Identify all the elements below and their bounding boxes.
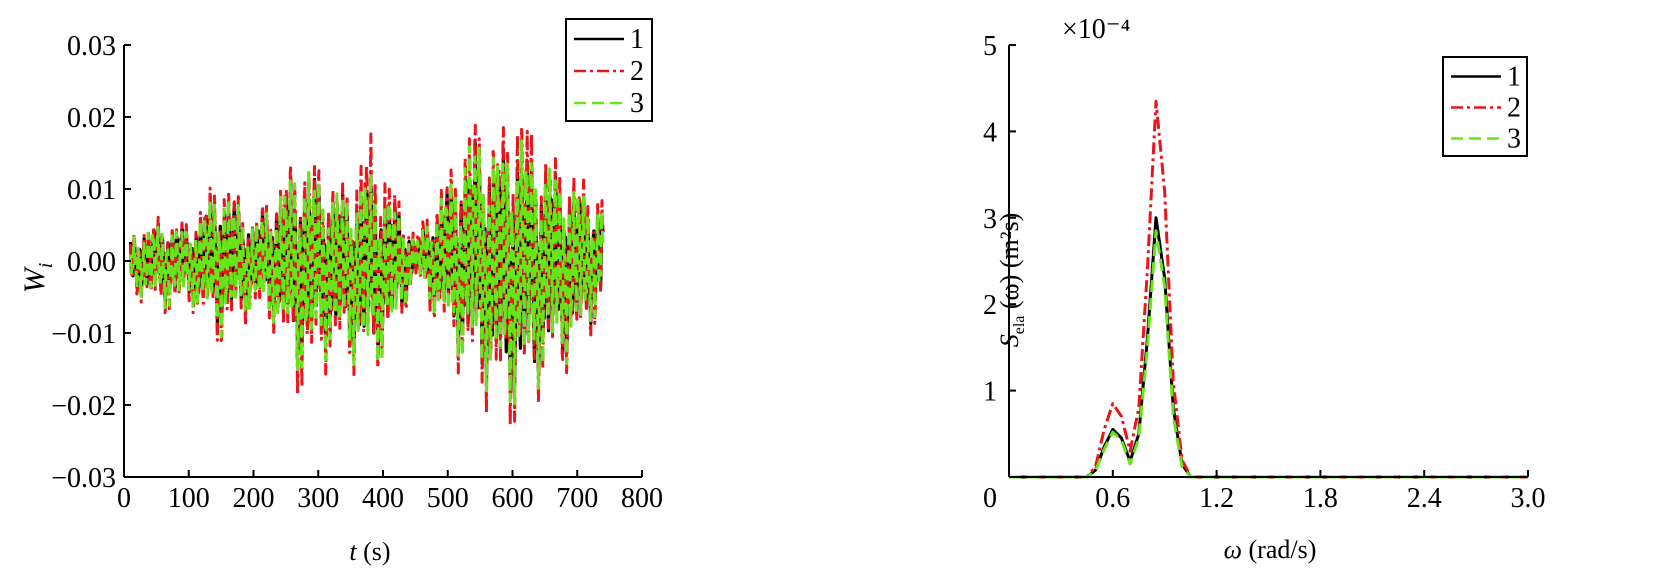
y-axis-label: Sela (ω) (m²s) bbox=[995, 213, 1028, 348]
x-tick-label: 2.4 bbox=[1407, 483, 1442, 514]
x-tick-label: 500 bbox=[427, 483, 469, 514]
legend-label-2: 2 bbox=[630, 56, 644, 87]
x-tick-label: 200 bbox=[233, 483, 275, 514]
x-tick-label: 0 bbox=[117, 483, 131, 514]
y-axis-label: Wi bbox=[18, 263, 57, 294]
x-tick-label: 100 bbox=[168, 483, 210, 514]
legend-label-1: 1 bbox=[1507, 62, 1521, 93]
y-tick-label: 0 bbox=[983, 483, 997, 514]
y-tick-label: 3 bbox=[983, 204, 997, 235]
x-axis-label: t (s) bbox=[349, 537, 390, 566]
y-tick-label: 0.02 bbox=[67, 103, 116, 134]
series-line-3 bbox=[1009, 229, 1528, 479]
series-line-2 bbox=[1009, 99, 1528, 479]
series-line-3 bbox=[129, 139, 605, 406]
series-group bbox=[128, 123, 605, 427]
y-tick-label: 0.03 bbox=[67, 31, 116, 62]
series-line-1 bbox=[1009, 216, 1528, 479]
x-tick-label: 400 bbox=[362, 483, 404, 514]
y-tick-label: 1 bbox=[983, 377, 997, 408]
series-group bbox=[1009, 99, 1528, 479]
x-tick-label: 800 bbox=[621, 483, 663, 514]
legend: 123 bbox=[565, 18, 653, 122]
legend-label-3: 3 bbox=[1507, 124, 1521, 155]
y-tick-label: 2 bbox=[983, 290, 997, 321]
x-axis-label: ω (rad/s) bbox=[1224, 535, 1317, 564]
y-multiplier-label: ×10⁻⁴ bbox=[1062, 14, 1130, 45]
legend-label-3: 3 bbox=[630, 88, 644, 119]
axes bbox=[1008, 44, 1529, 478]
axes bbox=[123, 44, 643, 478]
tick-labels: 0 100 200 300 400 500 600 700 800 −0.03 −0.02 −0.01… bbox=[51, 31, 663, 514]
y-tick-label: 5 bbox=[983, 31, 997, 62]
legend-label-1: 1 bbox=[630, 24, 644, 55]
x-tick-label: 600 bbox=[492, 483, 534, 514]
y-tick-label: 0.01 bbox=[67, 175, 116, 206]
x-tick-label: 700 bbox=[556, 483, 598, 514]
y-tick-label: −0.02 bbox=[51, 391, 116, 422]
y-tick-label: −0.03 bbox=[51, 463, 116, 494]
x-tick-label: 1.8 bbox=[1303, 483, 1338, 514]
x-tick-label: 3.0 bbox=[1511, 483, 1546, 514]
y-tick-label: −0.01 bbox=[51, 319, 116, 350]
x-tick-label: 0.6 bbox=[1095, 483, 1130, 514]
legend: 123 bbox=[1442, 56, 1528, 157]
legend-label-2: 2 bbox=[1507, 93, 1521, 124]
x-tick-label: 300 bbox=[297, 483, 339, 514]
x-tick-label: 1.2 bbox=[1199, 483, 1234, 514]
y-tick-label: 0.00 bbox=[67, 247, 116, 278]
time-series-chart: 0 100 200 300 400 500 600 700 800 −0.03 −0.02 −0.01… bbox=[18, 18, 663, 566]
y-tick-label: 4 bbox=[983, 117, 997, 148]
